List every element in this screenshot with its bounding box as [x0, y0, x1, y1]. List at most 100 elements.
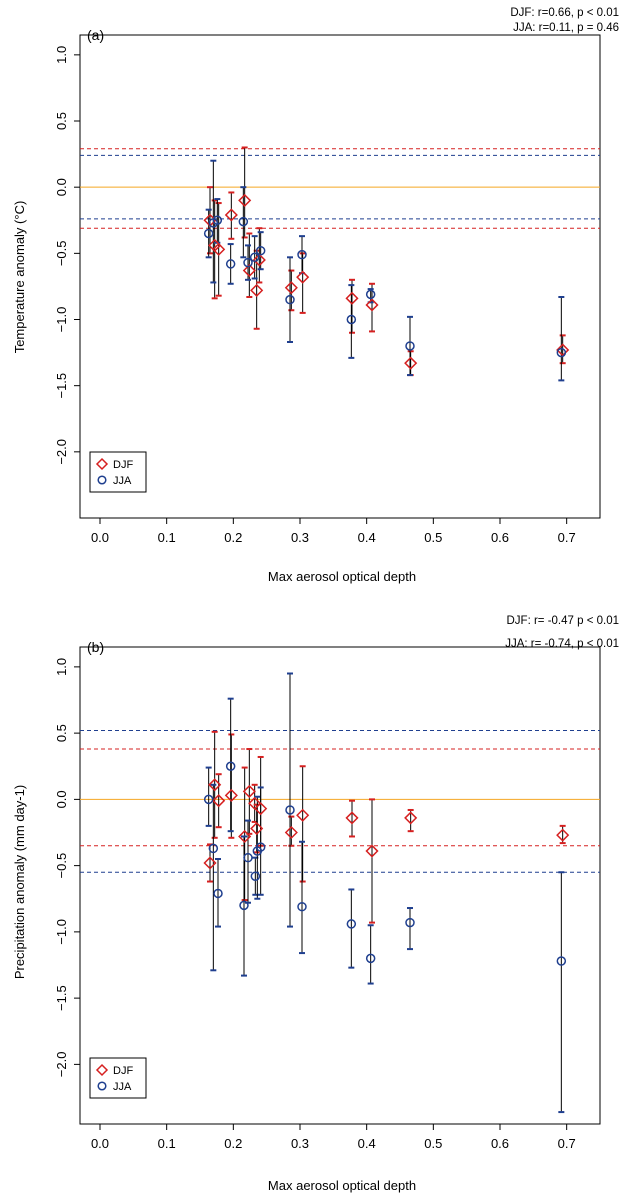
djf-point	[284, 825, 298, 840]
jja-point	[405, 917, 415, 928]
jja-point	[285, 294, 295, 305]
legend-djf-marker	[95, 1063, 109, 1077]
djf-point	[345, 811, 359, 825]
legend-box	[89, 451, 147, 493]
jja-point	[297, 901, 307, 912]
jja-point	[225, 761, 236, 771]
jja-point	[255, 245, 266, 256]
x-tick-label: 0.0	[91, 530, 109, 545]
jja-point	[405, 341, 415, 351]
jja-point	[212, 215, 223, 226]
x-tick-label: 0.3	[291, 1136, 309, 1151]
djf-point	[238, 829, 252, 844]
djf-point	[365, 298, 379, 312]
jja-point	[556, 956, 567, 966]
jja-stat-label: JJA: r= -0.74, p < 0.01	[505, 638, 619, 650]
plot-frame	[79, 646, 601, 1125]
jja-point	[203, 228, 214, 239]
djf-point	[242, 784, 256, 798]
y-tick-label: −1.5	[54, 985, 69, 1011]
djf-point	[556, 343, 570, 357]
legend-label: DJF	[113, 1065, 133, 1077]
djf-point	[365, 844, 379, 858]
legend-box	[89, 1057, 147, 1099]
jja-point	[203, 794, 214, 805]
jja-point	[238, 216, 249, 227]
djf-point	[296, 808, 310, 822]
jja-point	[255, 842, 266, 852]
legend-label: JJA	[113, 1081, 132, 1093]
y-tick-label: −1.0	[54, 307, 69, 333]
legend-djf-marker	[95, 457, 109, 471]
x-tick-label: 0.7	[558, 1136, 576, 1151]
jja-point	[243, 257, 253, 268]
x-tick-label: 0.2	[224, 1136, 242, 1151]
djf-point	[296, 270, 310, 284]
y-tick-label: −1.5	[54, 373, 69, 399]
jja-point	[239, 900, 249, 911]
jja-point	[243, 852, 253, 863]
jja-point	[365, 289, 376, 300]
temperature-panel: DJF: r=0.66, p < 0.01 JJA: r=0.11, p = 0…	[12, 7, 619, 584]
legend-label: JJA	[113, 475, 132, 487]
jja-point	[556, 347, 567, 358]
y-tick-label: −1.0	[54, 919, 69, 945]
x-tick-label: 0.1	[158, 1136, 176, 1151]
jja-point	[346, 314, 357, 325]
djf-point	[284, 281, 298, 295]
djf-point	[556, 828, 570, 842]
y-tick-label: 0.5	[54, 112, 69, 130]
djf-point	[404, 356, 418, 370]
y-tick-label: 0.0	[54, 178, 69, 196]
x-tick-label: 0.1	[158, 530, 176, 545]
jja-point	[225, 259, 236, 269]
djf-point	[238, 193, 252, 207]
jja-point	[346, 919, 357, 929]
x-tick-label: 0.5	[424, 1136, 442, 1151]
legend-jja-marker	[97, 475, 107, 485]
x-axis-title: Max aerosol optical depth	[268, 569, 416, 584]
plot-frame	[79, 34, 601, 519]
y-tick-label: −2.0	[54, 1052, 69, 1078]
djf-point	[212, 794, 226, 808]
djf-point	[252, 253, 266, 267]
x-tick-label: 0.6	[491, 530, 509, 545]
y-axis-title: Precipitation anomaly (mm day-1)	[12, 785, 27, 979]
x-tick-label: 0.3	[291, 530, 309, 545]
y-tick-label: 1.0	[54, 46, 69, 64]
x-tick-label: 0.4	[358, 1136, 376, 1151]
jja-point	[213, 888, 223, 899]
djf-point	[242, 263, 256, 278]
y-axis-title: Temperature anomaly (°C)	[12, 201, 27, 354]
djf-point	[224, 788, 238, 802]
x-tick-label: 0.6	[491, 1136, 509, 1151]
x-tick-label: 0.4	[358, 530, 376, 545]
x-tick-label: 0.7	[558, 530, 576, 545]
y-tick-label: −0.5	[54, 853, 69, 879]
precipitation-panel: DJF: r= -0.47 p < 0.01 JJA: r= -0.74, p …	[12, 615, 619, 1193]
jja-stat-label: JJA: r=0.11, p = 0.46	[513, 22, 619, 34]
djf-point	[208, 778, 222, 792]
jja-point	[297, 249, 307, 260]
x-tick-label: 0.5	[424, 530, 442, 545]
djf-stat-label: DJF: r=0.66, p < 0.01	[510, 7, 619, 19]
jja-point	[249, 252, 260, 263]
x-axis-title: Max aerosol optical depth	[268, 1178, 416, 1193]
jja-point	[208, 843, 219, 854]
djf-point	[203, 856, 217, 870]
x-tick-label: 0.2	[224, 530, 242, 545]
djf-point	[250, 821, 264, 836]
djf-point	[212, 242, 226, 256]
djf-point	[224, 208, 238, 222]
y-tick-label: −2.0	[54, 439, 69, 465]
legend-label: DJF	[113, 459, 133, 471]
djf-point	[250, 283, 264, 297]
djf-stat-label: DJF: r= -0.47 p < 0.01	[506, 615, 619, 627]
jja-point	[285, 805, 295, 815]
y-tick-label: 1.0	[54, 658, 69, 676]
jja-point	[365, 953, 376, 964]
x-tick-label: 0.0	[91, 1136, 109, 1151]
y-tick-label: −0.5	[54, 241, 69, 267]
legend-jja-marker	[97, 1081, 107, 1091]
